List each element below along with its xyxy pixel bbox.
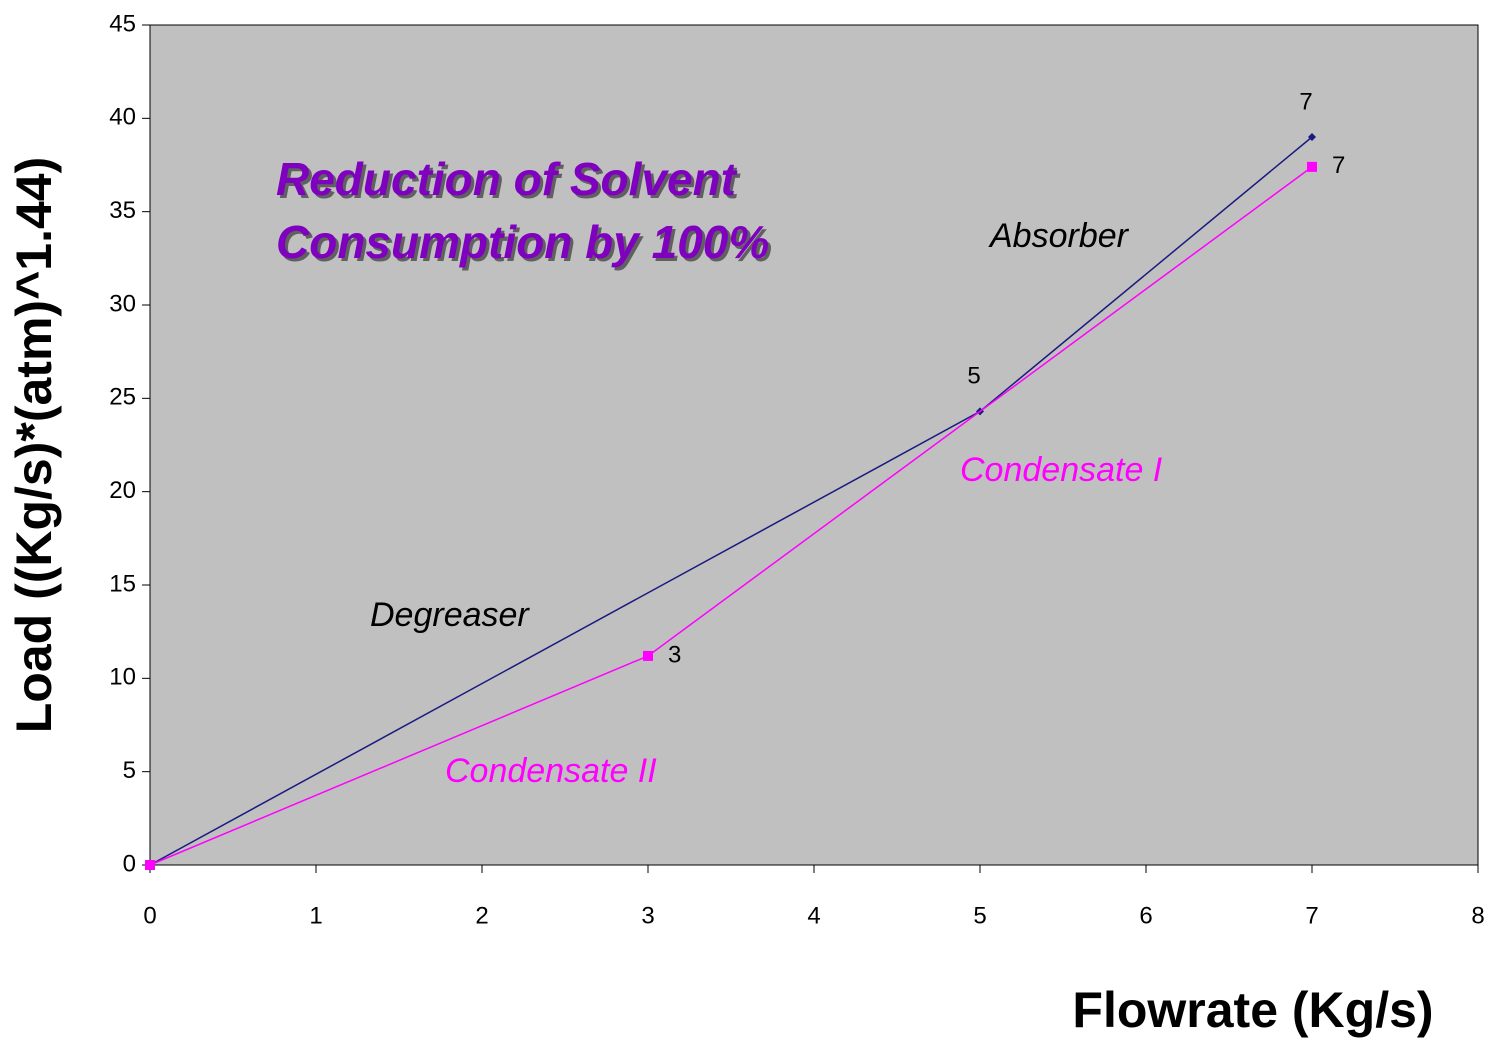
y-tick-label: 0 [123, 850, 136, 877]
annotation: Degreaser [370, 596, 530, 634]
x-tick-label: 3 [641, 902, 654, 929]
point-label: 3 [668, 641, 681, 668]
x-tick-label: 7 [1305, 902, 1318, 929]
y-tick-label: 45 [109, 10, 136, 37]
y-tick-label: 30 [109, 290, 136, 317]
chart-title-shadow: Consumption by 100% [279, 219, 772, 271]
y-tick-label: 35 [109, 197, 136, 224]
annotation: Absorber [988, 217, 1130, 255]
point-label: 5 [967, 363, 980, 390]
chart-title: Consumption by 100% [276, 216, 769, 268]
y-tick-label: 10 [109, 664, 136, 691]
x-tick-label: 4 [807, 902, 820, 929]
plot-area [149, 24, 1479, 866]
y-tick-label: 40 [109, 104, 136, 131]
x-tick-label: 6 [1139, 902, 1152, 929]
x-axis-label: Flowrate (Kg/s) [1072, 982, 1433, 1038]
annotation: Condensate II [445, 752, 657, 790]
y-tick-label: 20 [109, 477, 136, 504]
marker [145, 860, 155, 870]
point-label: 7 [1299, 88, 1312, 115]
y-axis-label: Load ((Kg/s)*(atm)^1.44) [6, 157, 62, 733]
x-tick-label: 1 [309, 902, 322, 929]
marker [1308, 133, 1316, 141]
annotation: Condensate I [960, 451, 1163, 489]
x-tick-label: 5 [973, 902, 986, 929]
y-tick-label: 5 [123, 757, 136, 784]
marker [1307, 161, 1317, 172]
x-tick-label: 0 [143, 902, 156, 929]
chart-title: Reduction of Solvent [276, 153, 738, 205]
point-label: 7 [1332, 152, 1345, 179]
x-tick-label: 8 [1471, 902, 1484, 929]
y-tick-label: 25 [109, 384, 136, 411]
x-tick-label: 2 [475, 902, 488, 929]
y-tick-label: 15 [109, 570, 136, 597]
chart-title-shadow: Reduction of Solvent [279, 156, 741, 208]
marker [643, 650, 653, 661]
